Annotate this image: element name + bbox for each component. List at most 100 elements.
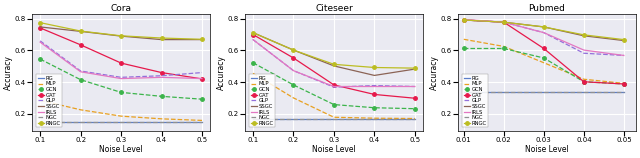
Line: RNGC: RNGC	[38, 21, 204, 41]
IRLS	[198, 78, 206, 79]
RG	[77, 122, 84, 123]
RNGC	[411, 67, 419, 69]
GLP	[371, 85, 378, 87]
GCN	[371, 107, 378, 109]
Line: GLP: GLP	[40, 41, 202, 77]
GCN	[249, 62, 257, 64]
Line: MLP: MLP	[464, 39, 624, 83]
NGC	[157, 122, 165, 123]
NGC	[620, 91, 628, 93]
GAT	[249, 34, 257, 36]
MLP	[36, 99, 44, 101]
RG	[500, 91, 508, 93]
RNGC	[198, 38, 206, 40]
GLP	[580, 52, 588, 54]
GCN	[77, 79, 84, 81]
MLP	[620, 82, 628, 84]
RG	[411, 118, 419, 120]
SSGC	[371, 74, 378, 76]
GLP	[330, 86, 338, 88]
MLP	[117, 115, 125, 117]
GAT	[460, 19, 468, 21]
GCN	[411, 108, 419, 110]
SSGC	[249, 32, 257, 34]
RG	[540, 91, 548, 93]
IRLS	[411, 86, 419, 88]
NGC	[290, 118, 298, 120]
RG	[460, 91, 468, 93]
SSGC	[198, 39, 206, 41]
MLP	[249, 72, 257, 74]
GAT	[290, 57, 298, 59]
SSGC	[540, 26, 548, 28]
IRLS	[330, 86, 338, 88]
IRLS	[371, 86, 378, 88]
MLP	[157, 118, 165, 120]
IRLS	[460, 18, 468, 20]
Title: Cora: Cora	[111, 4, 132, 13]
NGC	[36, 122, 44, 123]
IRLS	[36, 41, 44, 43]
RG	[117, 122, 125, 123]
RNGC	[157, 37, 165, 39]
X-axis label: Noise Level: Noise Level	[99, 145, 143, 154]
Line: GAT: GAT	[252, 33, 417, 100]
RNGC	[371, 67, 378, 68]
GLP	[117, 76, 125, 78]
Legend: RG, MLP, GCN, GAT, GLP, SSGC, IRLS, NGC, RNGC: RG, MLP, GCN, GAT, GLP, SSGC, IRLS, NGC,…	[250, 74, 275, 127]
RG	[290, 118, 298, 120]
MLP	[198, 119, 206, 121]
SSGC	[290, 49, 298, 51]
IRLS	[157, 76, 165, 78]
IRLS	[620, 55, 628, 56]
GCN	[620, 83, 628, 85]
IRLS	[249, 39, 257, 41]
IRLS	[290, 70, 298, 72]
GLP	[290, 70, 298, 72]
GCN	[157, 95, 165, 97]
GLP	[157, 75, 165, 77]
RNGC	[460, 19, 468, 21]
RNGC	[77, 30, 84, 32]
GCN	[580, 81, 588, 83]
NGC	[77, 122, 84, 123]
SSGC	[36, 26, 44, 28]
Title: Pubmed: Pubmed	[529, 4, 565, 13]
NGC	[117, 122, 125, 123]
Line: GAT: GAT	[462, 18, 625, 86]
GLP	[77, 70, 84, 72]
GLP	[249, 39, 257, 41]
MLP	[540, 62, 548, 64]
Legend: RG, MLP, GCN, GAT, GLP, SSGC, IRLS, NGC, RNGC: RG, MLP, GCN, GAT, GLP, SSGC, IRLS, NGC,…	[36, 74, 63, 127]
IRLS	[500, 21, 508, 23]
Line: GCN: GCN	[252, 61, 417, 110]
MLP	[77, 109, 84, 111]
IRLS	[580, 49, 588, 51]
GAT	[157, 72, 165, 73]
Line: IRLS: IRLS	[40, 42, 202, 79]
Line: GLP: GLP	[464, 20, 624, 55]
RG	[620, 91, 628, 93]
IRLS	[77, 71, 84, 73]
GLP	[198, 72, 206, 73]
GCN	[460, 48, 468, 49]
SSGC	[77, 30, 84, 32]
NGC	[198, 122, 206, 123]
GCN	[330, 104, 338, 106]
SSGC	[460, 19, 468, 21]
Line: GAT: GAT	[38, 26, 204, 81]
Line: MLP: MLP	[40, 100, 202, 120]
RNGC	[290, 49, 298, 51]
Line: RNGC: RNGC	[462, 18, 625, 41]
GAT	[77, 44, 84, 46]
Line: GLP: GLP	[253, 40, 415, 87]
SSGC	[620, 40, 628, 42]
MLP	[371, 117, 378, 119]
GAT	[330, 84, 338, 86]
GLP	[36, 40, 44, 42]
GCN	[500, 48, 508, 49]
GAT	[411, 97, 419, 99]
GLP	[460, 19, 468, 21]
SSGC	[117, 35, 125, 37]
GAT	[540, 48, 548, 49]
